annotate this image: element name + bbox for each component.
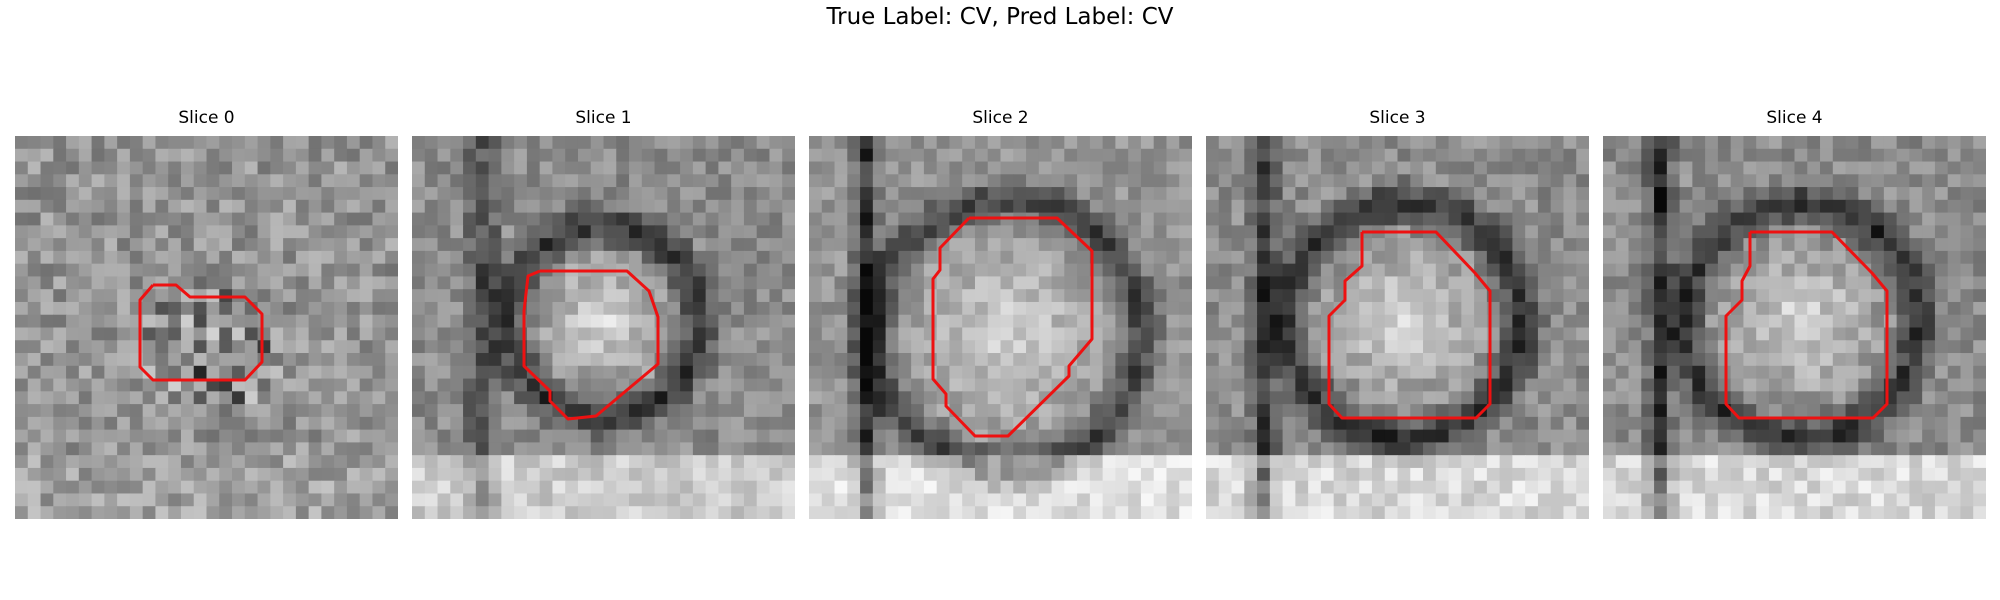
- slice-panel-1: Slice 1: [412, 106, 795, 519]
- slice-image-0: [15, 136, 398, 519]
- slice-title-0: Slice 0: [178, 108, 235, 128]
- slice-image-1: [412, 136, 795, 519]
- slice-pixels-0: [15, 136, 398, 519]
- segmentation-contour-4: [1724, 230, 1889, 420]
- slice-panel-2: Slice 2: [809, 106, 1192, 519]
- segmentation-contour-2: [931, 216, 1094, 438]
- segmentation-contour-0: [138, 283, 264, 382]
- slice-title-1: Slice 1: [575, 108, 632, 128]
- slice-pixels-1: [412, 136, 795, 519]
- segmentation-contour-3: [1327, 230, 1492, 420]
- slice-pixels-4: [1603, 136, 1986, 519]
- figure-title: True Label: CV, Pred Label: CV: [826, 4, 1174, 30]
- slice-image-2: [809, 136, 1192, 519]
- slice-image-4: [1603, 136, 1986, 519]
- slice-panel-0: Slice 0: [15, 106, 398, 519]
- slice-panel-4: Slice 4: [1603, 106, 1986, 519]
- slice-image-3: [1206, 136, 1589, 519]
- slice-title-4: Slice 4: [1766, 108, 1823, 128]
- slice-title-3: Slice 3: [1369, 108, 1426, 128]
- slice-panel-3: Slice 3: [1206, 106, 1589, 519]
- slice-pixels-3: [1206, 136, 1589, 519]
- segmentation-contour-1: [522, 269, 660, 421]
- slice-title-2: Slice 2: [972, 108, 1029, 128]
- slice-pixels-2: [809, 136, 1192, 519]
